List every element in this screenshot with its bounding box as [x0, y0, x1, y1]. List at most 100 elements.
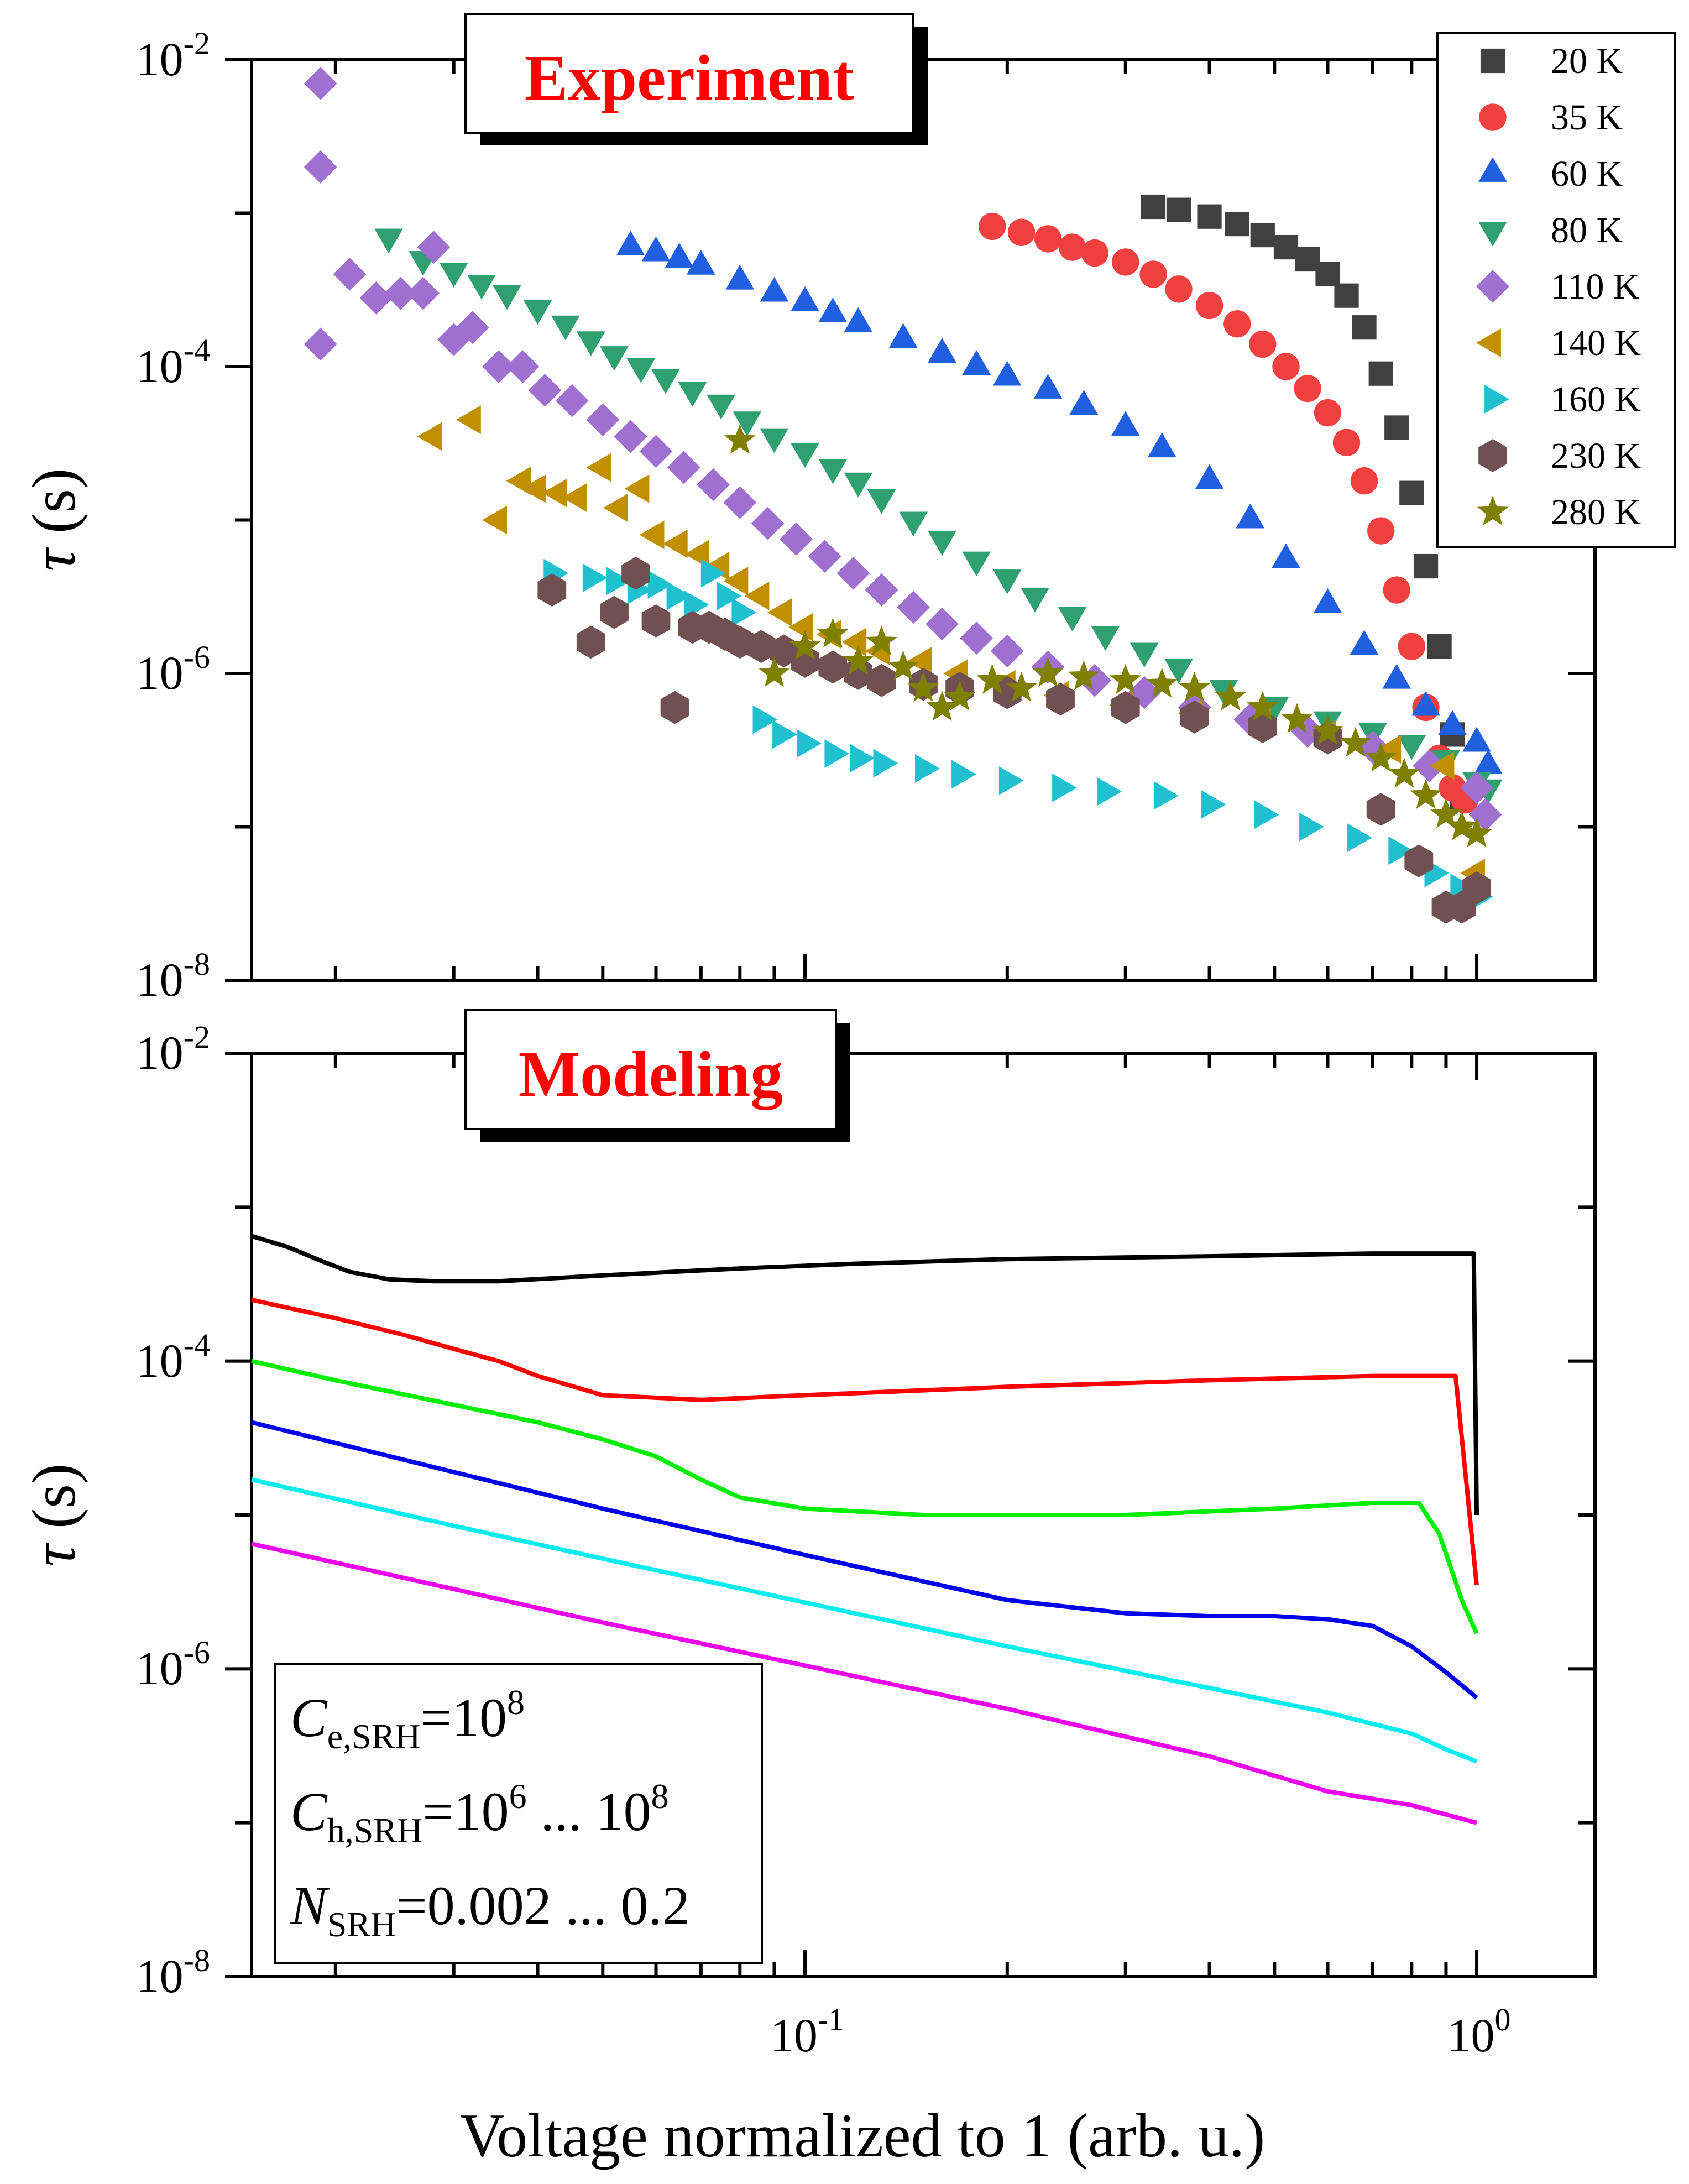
data-point [1249, 330, 1277, 358]
data-point [731, 598, 757, 627]
modeling-y-ticks [225, 1052, 1595, 1978]
data-point [866, 625, 897, 656]
data-point [1473, 749, 1503, 774]
data-point [521, 474, 546, 503]
data-point [1058, 233, 1086, 261]
data-point [506, 350, 540, 383]
legend-label-35k: 35 K [1551, 97, 1623, 138]
legend-label-280k: 280 K [1551, 492, 1641, 532]
legend-marker [1478, 157, 1507, 182]
data-point [1366, 793, 1395, 826]
data-point [665, 243, 694, 268]
bottom-ytick-label-1e-2: 10-2 [136, 1019, 210, 1079]
data-point [1110, 663, 1142, 694]
modeling-title-box [464, 1009, 837, 1130]
data-point [1033, 374, 1063, 399]
data-point [1153, 781, 1179, 810]
data-point [1111, 691, 1140, 724]
data-point [1195, 291, 1223, 320]
data-point [926, 691, 958, 721]
data-point [417, 231, 451, 264]
data-point [1272, 543, 1300, 568]
data-point [523, 300, 552, 325]
data-point [1347, 823, 1372, 852]
data-point [606, 567, 631, 595]
data-point [925, 607, 959, 641]
series-35k [979, 212, 1479, 814]
data-point [1180, 700, 1209, 734]
data-point [1130, 642, 1159, 668]
data-point [1164, 659, 1193, 684]
data-point [789, 630, 821, 660]
data-point [1468, 798, 1502, 832]
data-point [1399, 480, 1424, 505]
data-point [1398, 633, 1426, 660]
experiment-panel: 10-2 10-4 10-6 10-8 τ (s) Experiment 20 … [20, 13, 1676, 1006]
data-point [1139, 260, 1167, 288]
data-point [865, 573, 898, 607]
data-point [1236, 503, 1265, 529]
param-n-srh: NSRH=0.002 ... 0.2 [290, 1875, 690, 1944]
data-point [639, 435, 673, 468]
series-60k [616, 231, 1503, 774]
data-point [842, 645, 874, 675]
data-point [600, 595, 629, 629]
data-point [1058, 607, 1087, 632]
data-point [744, 581, 770, 610]
data-point [780, 523, 813, 556]
data-point [1461, 817, 1493, 848]
data-point [1427, 634, 1452, 659]
data-point [1404, 844, 1434, 877]
data-point [1273, 234, 1299, 260]
data-point [1397, 735, 1426, 760]
data-point [1141, 194, 1166, 220]
data-point [951, 760, 976, 789]
data-point [1413, 553, 1439, 579]
data-point [662, 529, 688, 558]
model-line-green [251, 1359, 1479, 1634]
data-point [493, 285, 521, 310]
model-line-black [250, 1234, 1479, 1516]
data-point [1006, 672, 1037, 702]
data-point [1332, 429, 1361, 457]
data-point [1429, 751, 1455, 780]
data-point [582, 563, 608, 592]
data-point [1068, 660, 1100, 691]
data-point [1314, 399, 1342, 427]
data-point [614, 420, 647, 453]
data-point [907, 672, 939, 702]
data-point [651, 369, 680, 394]
data-point [944, 681, 976, 711]
series-80k [374, 228, 1503, 804]
data-point [467, 275, 496, 300]
data-point [586, 453, 611, 482]
data-point [928, 338, 956, 363]
data-point [841, 628, 867, 657]
data-point [576, 331, 605, 356]
data-point [1179, 672, 1210, 702]
data-point [844, 657, 873, 690]
data-point [1254, 800, 1279, 829]
model-line-cyan [251, 1477, 1478, 1764]
data-point [1021, 587, 1049, 613]
legend-label-160k: 160 K [1551, 379, 1641, 420]
data-point [1384, 415, 1409, 440]
data-point [1034, 225, 1062, 253]
param-ch-srh: Ch,SRH=106 ... 108 [290, 1777, 669, 1850]
data-point [1223, 310, 1251, 338]
data-point [616, 231, 645, 255]
data-point [1166, 197, 1191, 222]
legend-marker [1477, 495, 1509, 526]
data-point [817, 618, 849, 648]
bottom-ytick-label-1e-6: 10-6 [136, 1634, 210, 1695]
legend-label-110k: 110 K [1551, 267, 1640, 307]
legend-marker [1476, 328, 1501, 357]
data-point [1197, 204, 1222, 229]
data-point [1165, 275, 1193, 303]
legend-box [1436, 32, 1676, 548]
series-280k [724, 424, 1493, 848]
data-point [621, 556, 650, 590]
data-point [979, 212, 1006, 241]
data-point [897, 591, 930, 624]
